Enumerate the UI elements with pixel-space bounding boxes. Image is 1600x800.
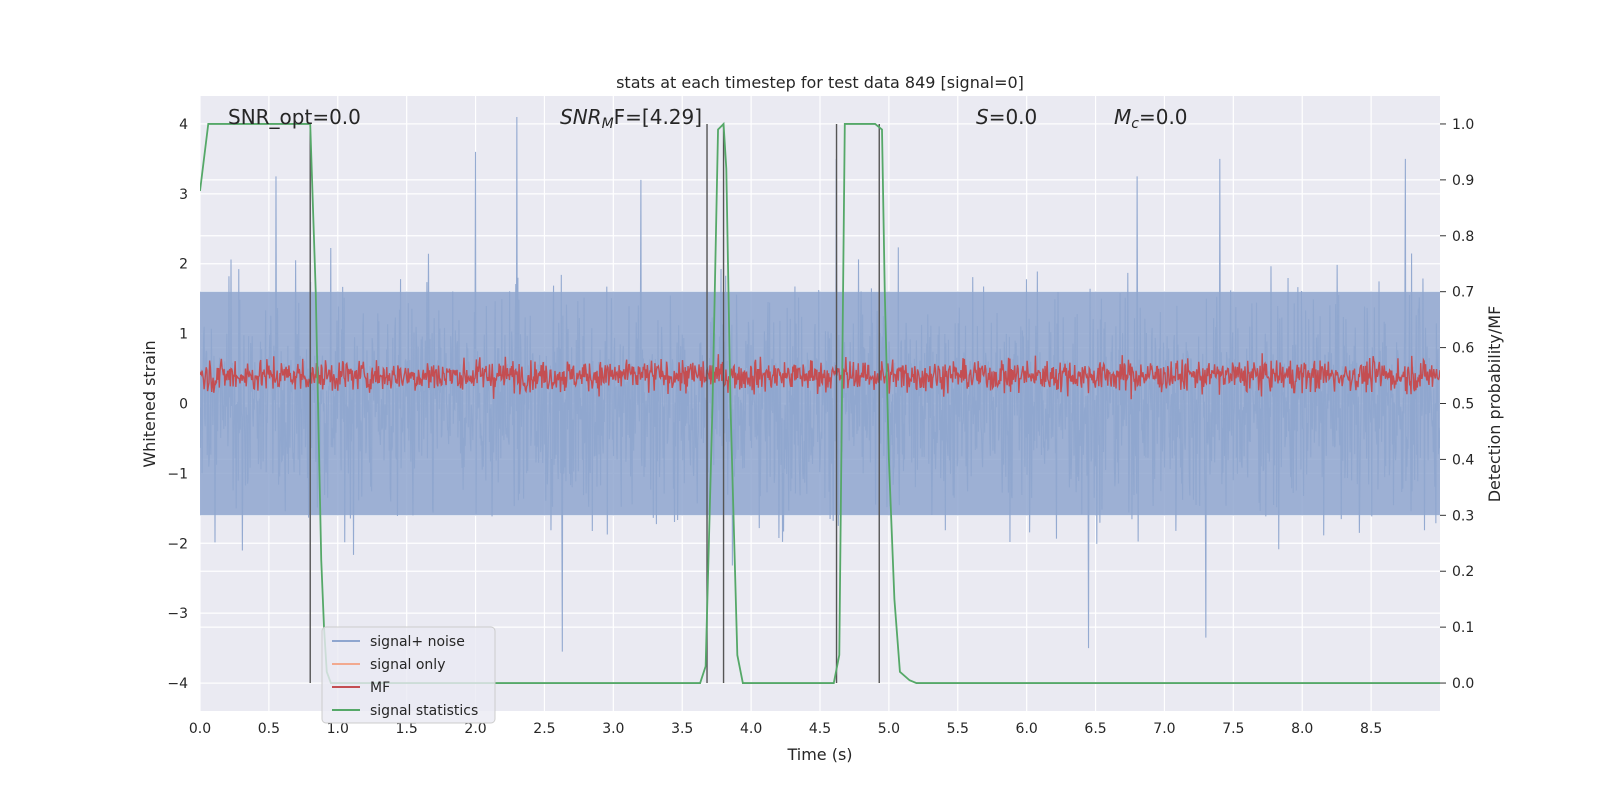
y-right-tick-label: 0.2 xyxy=(1452,564,1474,580)
legend-entry-signal-only: signal only xyxy=(332,657,445,673)
y-axis-ticks: −4 −3 −2 −1 0 1 2 3 4 xyxy=(167,117,188,692)
series-signal-noise xyxy=(200,116,1440,652)
x-tick-label: 5.0 xyxy=(878,721,900,737)
vertical-markers xyxy=(309,123,880,684)
y-right-tick-label: 0.0 xyxy=(1452,676,1474,692)
annotation-mc: Mc=0.0 xyxy=(1114,105,1188,132)
y-right-tick-label: 0.7 xyxy=(1452,285,1474,301)
x-tick-label: 3.5 xyxy=(671,721,693,737)
y-right-tick-label: 0.5 xyxy=(1452,397,1474,413)
svg-text:signal statistics: signal statistics xyxy=(370,703,478,719)
signal-statistics-line xyxy=(200,121,1440,684)
x-axis-label: Time (s) xyxy=(786,745,852,764)
x-tick-label: 6.5 xyxy=(1084,721,1106,737)
x-tick-label: 0.0 xyxy=(189,721,211,737)
y-tick-label: 3 xyxy=(179,187,188,203)
legend-entry-signal-noise: signal+ noise xyxy=(332,634,465,650)
mf-line xyxy=(200,353,1440,400)
x-tick-label: 8.5 xyxy=(1360,721,1382,737)
svg-text:MF: MF xyxy=(370,680,390,696)
x-tick-label: 2.5 xyxy=(533,721,555,737)
y-tick-label: 0 xyxy=(179,397,188,413)
x-tick-label: 1.5 xyxy=(396,721,418,737)
y-tick-label: 2 xyxy=(179,257,188,273)
chart-title: stats at each timestep for test data 849… xyxy=(616,73,1024,92)
x-tick-label: 6.0 xyxy=(1016,721,1038,737)
y-tick-label: 1 xyxy=(179,327,188,343)
x-tick-label: 8.0 xyxy=(1291,721,1313,737)
y-right-tick-label: 0.1 xyxy=(1452,620,1474,636)
series-mf xyxy=(200,353,1440,400)
annotation-s: S=0.0 xyxy=(976,105,1037,129)
svg-text:signal only: signal only xyxy=(370,657,445,673)
series-signal-statistics xyxy=(200,121,1440,684)
x-tick-label: 3.0 xyxy=(602,721,624,737)
y-tick-label: −1 xyxy=(167,466,188,482)
y-axis-right-ticks: 0.0 0.1 0.2 0.3 0.4 0.5 0.6 0.7 0.8 0.9 1.0 xyxy=(1440,117,1474,692)
x-tick-label: 7.5 xyxy=(1222,721,1244,737)
y-right-tick-label: 0.3 xyxy=(1452,508,1474,524)
annotation-snr-mf: SNRMF=[4.29] xyxy=(560,105,702,132)
y-right-tick-label: 0.8 xyxy=(1452,229,1474,245)
y-tick-label: −4 xyxy=(167,676,188,692)
y-right-tick-label: 1.0 xyxy=(1452,117,1474,133)
y-tick-label: −3 xyxy=(167,606,188,622)
y-axis-right-label: Detection probability/MF xyxy=(1485,306,1504,503)
legend-entry-mf: MF xyxy=(332,680,390,696)
legend: signal+ noise signal only MF signal stat… xyxy=(321,626,496,724)
svg-text:signal+ noise: signal+ noise xyxy=(370,634,465,650)
legend-entry-signal-statistics: signal statistics xyxy=(332,703,478,719)
x-tick-label: 0.5 xyxy=(258,721,280,737)
x-axis-ticks: 0.0 0.5 1.0 1.5 2.0 2.5 3.0 3.5 4.0 4.5 5.0 5.5 6.0 6… xyxy=(189,721,1382,737)
x-tick-label: 7.0 xyxy=(1153,721,1175,737)
y-right-tick-label: 0.4 xyxy=(1452,452,1474,468)
legend-box xyxy=(321,626,496,724)
x-tick-label: 4.5 xyxy=(809,721,831,737)
x-tick-label: 5.5 xyxy=(947,721,969,737)
x-tick-label: 1.0 xyxy=(327,721,349,737)
annotation-snr-opt: SNR_opt=0.0 xyxy=(228,105,361,129)
y-axis-label: Whitened strain xyxy=(140,340,159,467)
y-right-tick-label: 0.6 xyxy=(1452,341,1474,357)
y-tick-label: −2 xyxy=(167,536,188,552)
x-tick-label: 4.0 xyxy=(740,721,762,737)
y-tick-label: 4 xyxy=(179,117,188,133)
x-tick-label: 2.0 xyxy=(464,721,486,737)
y-right-tick-label: 0.9 xyxy=(1452,173,1474,189)
